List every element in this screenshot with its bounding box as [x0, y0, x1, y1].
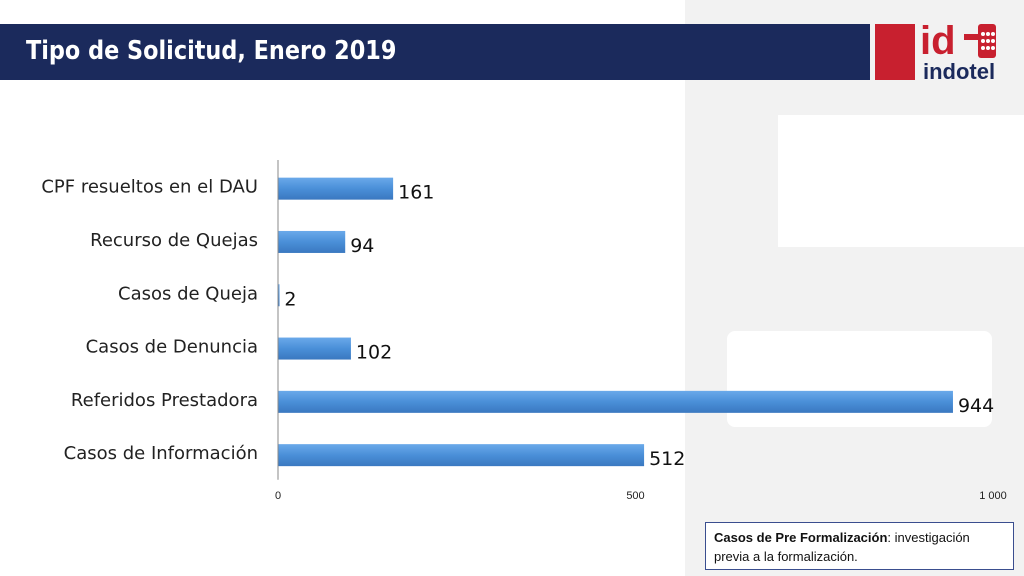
- logo-red-block: [875, 24, 915, 80]
- category-label: Referidos Prestadora: [71, 390, 258, 411]
- background-panel-strip: [685, 115, 778, 247]
- logo-mark: id: [920, 19, 1002, 63]
- logo-wordmark: indotel: [923, 59, 996, 84]
- bar-chart: CPF resueltos en el DAU 161 Recurso de Que…: [41, 160, 1007, 502]
- category-label: Recurso de Quejas: [90, 230, 258, 251]
- bar: [278, 230, 346, 253]
- bar: [278, 390, 953, 413]
- value-label: 102: [356, 342, 392, 364]
- x-tick-label: 1 000: [979, 490, 1007, 502]
- definition-note: Casos de Pre Formalización: investigació…: [705, 522, 1014, 570]
- bar: [278, 284, 280, 307]
- title-bar: Tipo de Solicitud, Enero 2019: [0, 24, 870, 80]
- category-label: Casos de Información: [64, 443, 258, 464]
- value-label: 94: [350, 235, 374, 257]
- bar: [278, 444, 645, 467]
- note-term: Casos de Pre Formalización: [714, 530, 888, 545]
- category-label: Casos de Queja: [118, 283, 258, 304]
- bar: [278, 177, 394, 200]
- value-label: 512: [649, 448, 685, 470]
- category-label: Casos de Denuncia: [86, 337, 258, 358]
- note-definition: : investigación previa a la formalizació…: [714, 530, 970, 564]
- value-label: 2: [284, 288, 296, 310]
- logo-grid-icon: [964, 24, 996, 58]
- value-label: 944: [958, 395, 994, 417]
- background-cutout-upper: [778, 115, 1024, 247]
- category-label: CPF resueltos en el DAU: [41, 177, 258, 198]
- x-tick-label: 0: [275, 490, 281, 502]
- x-axis-ticks: 0 500 1 000: [275, 490, 1007, 502]
- value-label: 161: [398, 182, 434, 204]
- bar: [278, 337, 351, 360]
- page-title: Tipo de Solicitud, Enero 2019: [26, 36, 397, 66]
- bar-group: CPF resueltos en el DAU 161 Recurso de Que…: [41, 177, 994, 471]
- logo-mark-text: id: [920, 19, 956, 63]
- x-tick-label: 500: [626, 490, 644, 502]
